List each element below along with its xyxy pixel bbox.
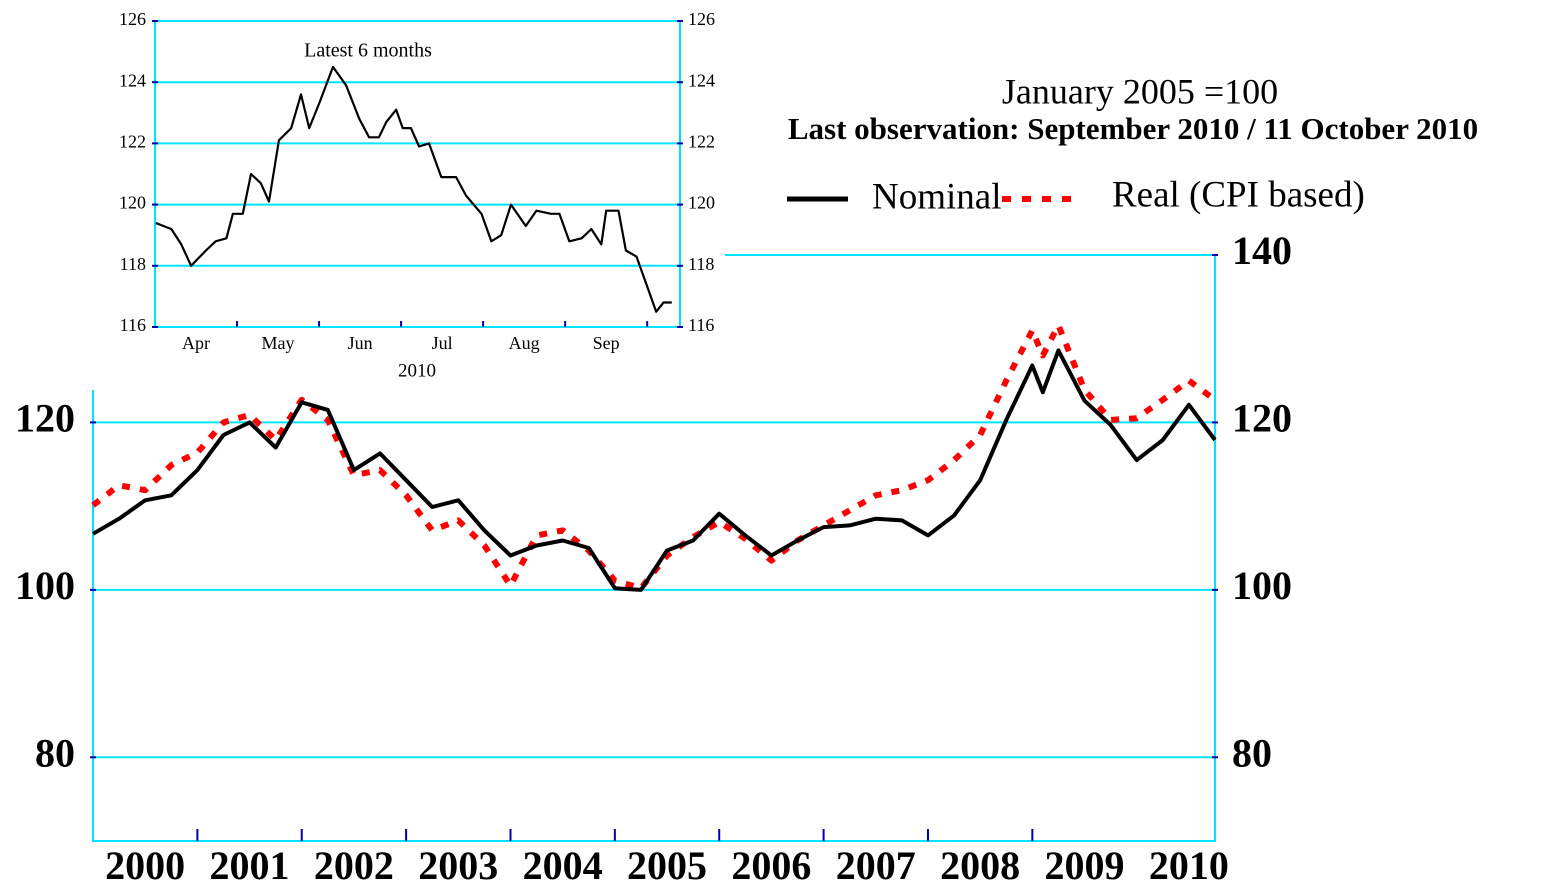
series-line (91, 322, 1217, 592)
y-tick-label-right: 116 (688, 315, 714, 335)
series-line (91, 348, 1217, 592)
y-tick-label: 100 (15, 563, 75, 608)
y-tick-label-right: 122 (688, 132, 715, 152)
x-tick-label: Sep (593, 333, 620, 353)
y-tick-label-right: 124 (688, 70, 715, 90)
x-tick-label: 2006 (731, 843, 811, 888)
y-tick-label: 126 (119, 9, 146, 29)
x-tick-label: 2004 (523, 843, 603, 888)
inset-background (0, 0, 725, 390)
x-tick-label: May (262, 333, 295, 353)
x-tick-label: Apr (182, 333, 210, 353)
x-tick-label: 2003 (418, 843, 498, 888)
chart-subtitle: Last observation: September 2010 / 11 Oc… (788, 111, 1478, 146)
x-tick-label: Jul (432, 333, 453, 353)
x-tick-label: 2000 (105, 843, 185, 888)
y-tick-label-right: 126 (688, 9, 715, 29)
y-tick-label-right: 100 (1232, 563, 1292, 608)
x-tick-label: 2001 (210, 843, 290, 888)
x-tick-label: Aug (509, 333, 540, 353)
series-line (155, 65, 672, 313)
y-tick-label-right: 120 (688, 193, 715, 213)
y-tick-label: 120 (15, 396, 75, 441)
x-tick-label: 2007 (836, 843, 916, 888)
y-tick-label: 124 (119, 70, 146, 90)
x-tick-label: 2002 (314, 843, 394, 888)
chart-title: January 2005 =100 (1002, 71, 1278, 111)
inset-x-label: 2010 (398, 360, 436, 381)
inset-title: Latest 6 months (304, 40, 432, 62)
y-tick-label: 118 (120, 254, 146, 274)
legend-label: Real (CPI based) (1112, 174, 1365, 215)
y-tick-label-right: 140 (1232, 228, 1292, 273)
x-tick-label: 2010 (1149, 843, 1229, 888)
inset-chart: 116 116 118 118 120 120 122 122 124 124 126 126 Apr M… (119, 9, 715, 353)
y-tick-label-right: 120 (1232, 396, 1292, 441)
y-tick-label: 122 (119, 132, 146, 152)
x-tick-label: Jun (348, 333, 373, 353)
x-tick-label: 2009 (1045, 843, 1125, 888)
y-tick-label-right: 118 (688, 254, 714, 274)
y-tick-label: 80 (35, 730, 75, 775)
y-tick-label: 120 (119, 193, 146, 213)
legend-label: Nominal (872, 176, 1001, 217)
y-tick-label: 116 (120, 315, 146, 335)
x-tick-label: 2008 (940, 843, 1020, 888)
x-tick-label: 2005 (627, 843, 707, 888)
y-tick-label-right: 80 (1232, 730, 1272, 775)
